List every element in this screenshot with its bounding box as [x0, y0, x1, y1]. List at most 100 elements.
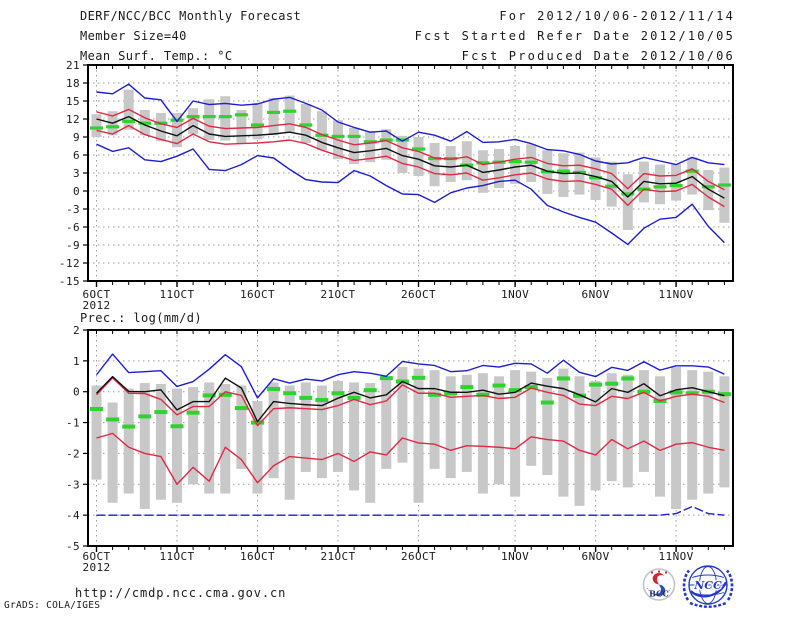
ncc-logo-text: NCC: [693, 579, 722, 592]
temp-chart-xtick-label: 16OCT: [240, 288, 275, 301]
temp-chart-obs-dash: [347, 134, 361, 138]
temp-chart-xtick-label: 1NOV: [501, 288, 529, 301]
prec-chart-obs-dash: [540, 400, 554, 405]
prec-chart-obs-dash: [444, 391, 458, 396]
temp-chart-xtick-label: 26OCT: [401, 288, 436, 301]
prec-ens-mean-line: [95, 375, 725, 423]
prec-chart-spread-bar: [477, 373, 488, 494]
prec-chart-obs-dash: [685, 391, 699, 396]
prec-chart-obs-dash: [379, 376, 393, 381]
prec-chart-ytick-label: -3: [66, 478, 80, 491]
temp-chart-obs-dash: [589, 176, 603, 180]
temp-chart-obs-dash: [701, 185, 715, 189]
temp-chart-spread-bar: [703, 170, 714, 211]
prec-chart-spread-bar: [429, 370, 440, 469]
temp-chart-obs-dash: [251, 123, 264, 127]
prec-ens-max-line: [95, 353, 725, 399]
temp-chart-obs-dash: [267, 110, 281, 114]
temp-chart-xtick-label: 21OCT: [320, 288, 355, 301]
temp-spread-lower-line: [96, 124, 725, 208]
prec-chart-obs-dash: [669, 390, 683, 395]
temp-chart-obs-dash: [412, 147, 425, 151]
prec-panel-title: Prec.: log(mm/d): [80, 311, 202, 325]
prec-chart-spread-bar: [622, 374, 633, 488]
prec-spread-upper-line: [95, 377, 725, 427]
prec-chart-spread-bar: [333, 380, 343, 472]
prec-chart-xtick-label: 11OCT: [159, 550, 194, 563]
prec-chart-spread-bar: [445, 376, 456, 479]
prec-chart-obs-dash: [605, 381, 619, 386]
prec-chart-spread-bar: [365, 383, 376, 503]
temp-chart-obs-dash: [90, 126, 103, 130]
prec-chart-xtick-label: 1NOV: [501, 550, 529, 563]
prec-chart-spread-bar: [172, 388, 182, 503]
temp-chart-xtick-label: 11NOV: [659, 288, 694, 301]
temp-chart-spread-bar: [172, 113, 182, 148]
temp-chart-ytick-label: 21: [66, 59, 80, 72]
prec-chart-spread-bar: [510, 370, 521, 497]
prec-chart-obs-dash: [154, 410, 168, 415]
temp-chart-obs-dash: [653, 185, 667, 189]
prec-chart-spread-bar: [558, 368, 569, 497]
temp-ens-mean-line: [96, 115, 725, 199]
prec-chart-ytick-label: -1: [66, 417, 80, 430]
temp-chart-obs-dash: [395, 138, 409, 142]
prec-chart-obs-dash: [508, 388, 522, 393]
prec-chart-spread-bar: [107, 402, 118, 503]
prec-chart-obs-dash: [492, 383, 506, 388]
temp-chart-obs-dash: [170, 118, 184, 122]
bcc-topmark-icon: [665, 571, 667, 574]
page-title: DERF/NCC/BCC Monthly Forecast: [80, 9, 302, 23]
temp-chart-ytick-label: 12: [66, 113, 80, 126]
prec-chart-spread-bar: [381, 376, 392, 469]
temp-chart-obs-dash: [122, 119, 136, 123]
prec-chart-spread-bar: [526, 371, 537, 466]
temp-chart-spread-bar: [494, 149, 504, 188]
prec-chart-obs-dash: [267, 386, 281, 391]
prec-chart-spread-bar: [413, 368, 424, 503]
temp-chart-spread-bar: [606, 161, 617, 207]
temp-chart-obs-dash: [556, 169, 570, 173]
temp-chart-obs-dash: [621, 192, 635, 196]
temp-chart-ytick-label: 0: [73, 185, 80, 198]
prec-chart-ytick-label: 0: [73, 386, 80, 399]
temp-chart-spread-bar: [558, 153, 569, 197]
prec-chart-spread-bar: [139, 383, 150, 509]
prec-chart-spread-bar: [397, 367, 408, 463]
prec-chart-spread-bar: [606, 373, 617, 482]
prec-chart-spread-bar: [204, 382, 215, 494]
grads-credit: GrADS: COLA/IGES: [4, 600, 101, 611]
prec-chart-spread-bar: [123, 388, 134, 494]
temp-chart-obs-dash: [106, 125, 120, 129]
temp-chart-ytick-label: -3: [66, 203, 80, 216]
prec-chart-spread-bar: [155, 384, 166, 500]
prec-chart-xtick-label: 26OCT: [401, 550, 436, 563]
ncc-parallel-icon: [691, 574, 725, 578]
prec-chart-xtick-label: 11NOV: [659, 550, 694, 563]
bcc-logo: BCC: [642, 568, 676, 601]
temp-chart-ytick-label: -9: [66, 239, 80, 252]
temp-chart-spread-bar: [365, 131, 376, 163]
temp-chart-spread-bar: [188, 108, 199, 134]
prec-chart-obs-dash: [202, 393, 216, 398]
prec-chart-obs-dash: [621, 376, 635, 381]
temp-chart-spread-bar: [445, 146, 456, 182]
prec-chart-spread-bar: [316, 385, 327, 479]
prec-chart-obs-dash: [186, 410, 200, 415]
temp-chart-spread-bar: [204, 99, 215, 140]
prec-chart-spread-bar: [220, 384, 231, 494]
temp-chart-ytick-label: 9: [73, 131, 80, 144]
temp-chart-spread-bar: [397, 135, 408, 173]
prec-chart-obs-dash: [331, 391, 345, 396]
prec-chart-obs-dash: [589, 382, 603, 387]
temp-chart-spread-bar: [461, 141, 472, 181]
prec-chart-spread-bar: [461, 374, 472, 472]
temp-spread-upper-line: [96, 108, 725, 191]
prec-chart-spread-bar: [638, 370, 649, 472]
source-url: http://cmdp.ncc.cma.gov.cn: [75, 586, 287, 600]
prec-chart-ytick-label: 1: [73, 355, 80, 368]
fcst-produced-label: Fcst Produced Date 2012/10/06: [461, 49, 735, 63]
